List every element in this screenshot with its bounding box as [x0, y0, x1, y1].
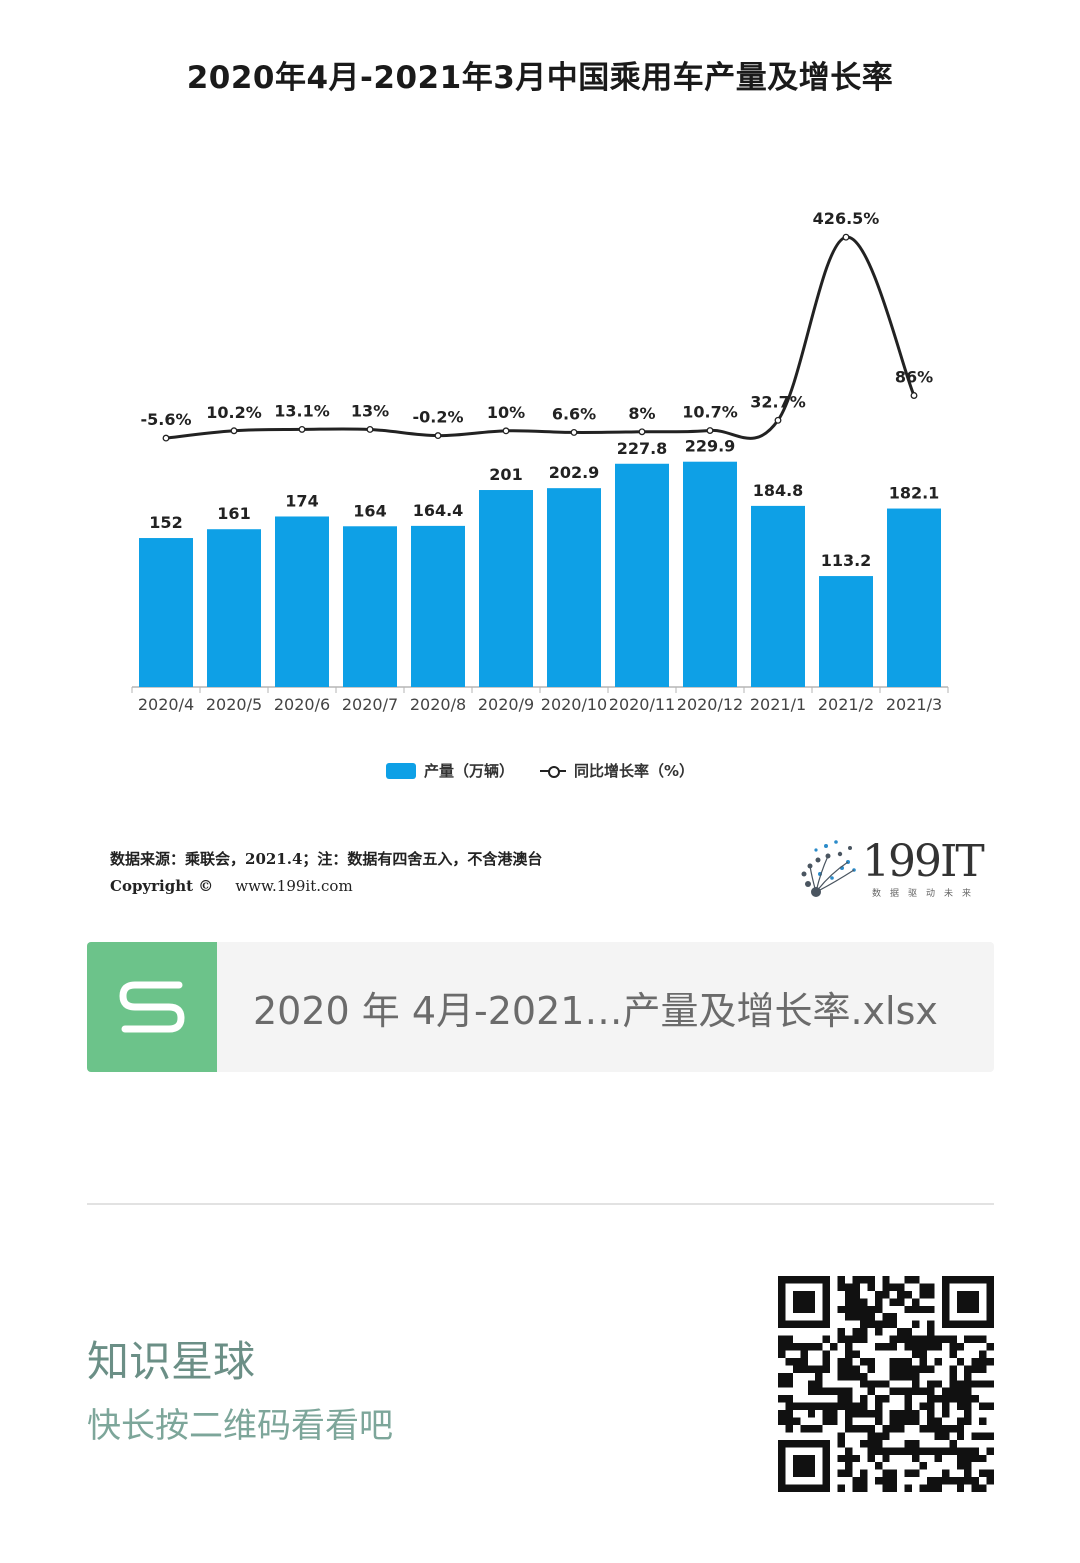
growth-point-2020/9 — [502, 427, 510, 435]
bar-2020/7 — [343, 526, 397, 687]
promo-subtitle: 快长按二维码看看吧 — [87, 1406, 393, 1446]
legend-item-production: 产量（万辆） — [385, 760, 514, 781]
growth-point-2021/2 — [842, 233, 850, 241]
growth-point-2021/3 — [910, 392, 918, 399]
bar-2020/12 — [683, 461, 737, 687]
dandelion-dots-icon — [801, 840, 856, 897]
growth-label: 10% — [487, 403, 525, 422]
x-tick-label: 2020/12 — [677, 695, 743, 714]
copyright-label: Copyright © — [110, 877, 214, 895]
growth-point-2020/12 — [706, 427, 714, 434]
bar-label: 227.8 — [617, 439, 668, 458]
growth-label: 10.2% — [206, 403, 262, 422]
x-tick-label: 2021/1 — [750, 695, 806, 714]
growth-label: 86% — [895, 368, 933, 387]
bar-label: 229.9 — [685, 437, 736, 456]
logo-text: 199IT — [862, 836, 985, 887]
logo-199it: 199IT 数据驱动未来 — [796, 834, 986, 904]
x-tick-label: 2020/10 — [541, 695, 607, 714]
x-tick-label: 2021/3 — [886, 695, 942, 714]
bar-label: 164.4 — [413, 501, 464, 520]
chart-title: 2020年4月-2021年3月中国乘用车产量及增长率 — [186, 60, 894, 96]
growth-point-2021/1 — [774, 416, 782, 424]
promo-title: 知识星球 — [87, 1337, 256, 1386]
bar-label: 164 — [353, 501, 386, 520]
growth-point-2020/7 — [366, 426, 374, 433]
growth-point-2020/6 — [298, 425, 306, 433]
bar-label: 202.9 — [549, 463, 600, 482]
copyright-line: Copyright © www.199it.com — [110, 877, 353, 895]
chart-legend: 产量（万辆） 同比增长率（%） — [0, 760, 1080, 781]
bar-label: 174 — [285, 491, 318, 510]
growth-label: -5.6% — [140, 410, 191, 429]
divider — [87, 1203, 994, 1205]
bar-2020/8 — [411, 525, 465, 687]
legend-item-growth: 同比增长率（%） — [539, 760, 695, 781]
file-name: 2020 年 4月-2021…产量及增长率.xlsx — [253, 988, 938, 1033]
x-tick-label: 2020/4 — [138, 695, 194, 714]
file-attachment-card[interactable]: 2020 年 4月-2021…产量及增长率.xlsx — [87, 942, 994, 1072]
x-tick-label: 2020/5 — [206, 695, 262, 714]
logo-subtext: 数据驱动未来 — [872, 889, 981, 899]
bar-2021/1 — [751, 505, 805, 687]
x-tick-label: 2020/7 — [342, 695, 398, 714]
qr-code-icon[interactable] — [778, 1276, 994, 1492]
growth-label: 8% — [628, 404, 655, 423]
bar-2021/2 — [819, 576, 873, 687]
growth-label: 13.1% — [274, 401, 330, 420]
growth-point-2020/10 — [570, 428, 578, 436]
spreadsheet-s-icon — [87, 942, 217, 1072]
bar-label: 113.2 — [821, 551, 872, 570]
bar-2020/9 — [479, 490, 533, 687]
legend-label-growth: 同比增长率（%） — [573, 762, 695, 780]
x-tick-label: 2020/11 — [609, 695, 675, 714]
bar-label: 152 — [149, 513, 182, 532]
bar-2020/11 — [615, 463, 669, 687]
growth-point-2020/8 — [434, 432, 442, 440]
x-tick-label: 2020/9 — [478, 695, 534, 714]
bar-label: 201 — [489, 465, 522, 484]
growth-label: 13% — [351, 401, 389, 420]
chart-card: 2020年4月-2021年3月中国乘用车产量及增长率 152 2020/4 161 2… — [0, 60, 1080, 904]
x-tick-label: 2020/6 — [274, 695, 330, 714]
bar-label: 182.1 — [889, 484, 940, 503]
bar-2020/5 — [207, 529, 261, 687]
x-tick-label: 2020/8 — [410, 695, 466, 714]
bar-label: 161 — [217, 504, 250, 523]
bar-2020/10 — [547, 488, 601, 687]
growth-point-2020/5 — [230, 427, 238, 435]
source-note: 数据来源：乘联会，2021.4；注：数据有四舍五入，不含港澳台 — [110, 850, 543, 868]
bar-2020/6 — [275, 516, 329, 687]
source-url: www.199it.com — [235, 877, 353, 895]
bar-2020/4 — [139, 538, 193, 687]
legend-line-swatch — [539, 763, 566, 779]
growth-point-2020/11 — [638, 428, 646, 436]
growth-point-2020/4 — [162, 434, 170, 442]
x-tick-label: 2021/2 — [818, 695, 874, 714]
growth-label: 426.5% — [813, 209, 880, 228]
growth-label: 10.7% — [682, 403, 738, 422]
growth-label: -0.2% — [412, 408, 463, 427]
chart-svg: 152 2020/4 161 2020/5 174 2020/6 164 2020/7 164.… — [131, 209, 949, 714]
growth-label: 6.6% — [552, 404, 596, 423]
legend-label-production: 产量（万辆） — [423, 762, 514, 780]
growth-label: 32.7% — [750, 392, 806, 411]
bar-label: 184.8 — [753, 481, 804, 500]
legend-bar-swatch — [385, 762, 416, 779]
bar-2021/3 — [887, 508, 941, 687]
